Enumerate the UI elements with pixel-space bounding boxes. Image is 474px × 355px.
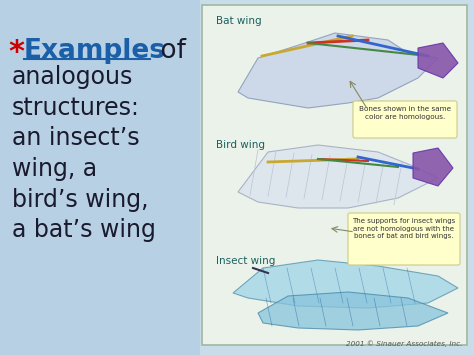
Polygon shape [238,33,438,108]
Text: Examples: Examples [24,38,166,64]
Text: Bones shown in the same
color are homologous.: Bones shown in the same color are homolo… [359,106,451,120]
Bar [202,5,467,345]
Text: The supports for insect wings
are not homologous with the
bones of bat and bird : The supports for insect wings are not ho… [352,218,456,239]
Text: Insect wing: Insect wing [216,256,275,266]
Polygon shape [258,292,448,330]
FancyBboxPatch shape [353,101,457,138]
Text: of: of [152,38,186,64]
Bar [0,0,200,355]
Text: Bat wing: Bat wing [216,16,262,26]
Text: Bird wing: Bird wing [216,140,265,150]
Polygon shape [233,260,458,308]
Polygon shape [413,148,453,186]
FancyBboxPatch shape [348,213,460,265]
Polygon shape [238,145,438,208]
Text: *: * [8,38,24,67]
Text: analogous
structures:
an insect’s
wing, a
bird’s wing,
a bat’s wing: analogous structures: an insect’s wing, … [12,65,156,242]
Text: 2001 © Sinauer Associates, Inc.: 2001 © Sinauer Associates, Inc. [346,340,462,347]
Polygon shape [418,43,458,78]
